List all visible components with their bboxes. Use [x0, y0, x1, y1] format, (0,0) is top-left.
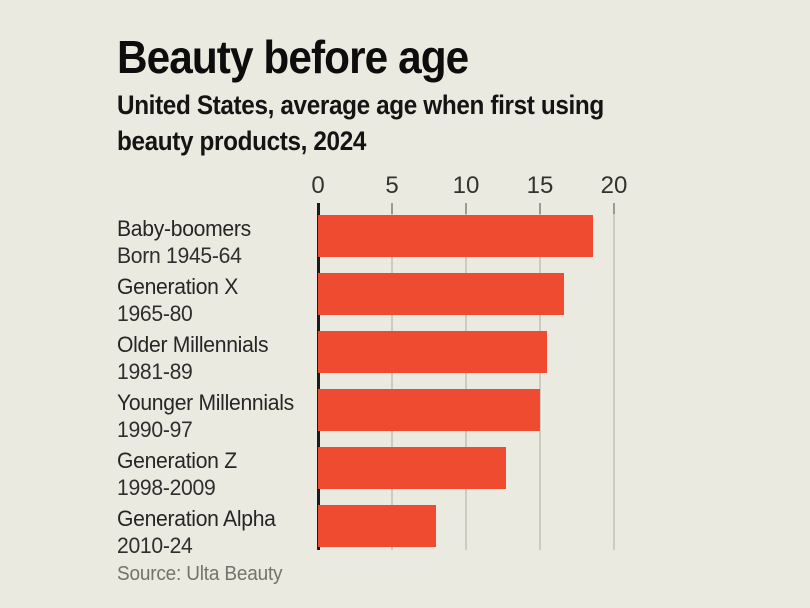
- x-axis-zero-line: [317, 203, 320, 550]
- category-label: Baby-boomers: [117, 216, 251, 241]
- x-axis-tick-label: 15: [526, 172, 554, 199]
- x-axis-tick-label: 5: [385, 172, 399, 199]
- bar-generation-alpha: [318, 505, 436, 547]
- category-sublabel: 1998-2009: [117, 475, 216, 500]
- category-label: Younger Millennials: [117, 390, 294, 415]
- x-tick-mark: [539, 203, 541, 214]
- x-gridline: [613, 203, 615, 550]
- chart-title: Beauty before age: [117, 31, 469, 83]
- chart-subtitle-line-2: beauty products, 2024: [117, 126, 367, 156]
- category-label: Generation X: [117, 274, 239, 299]
- category-sublabel: Born 1945-64: [117, 243, 242, 268]
- bar-generation-x: [318, 273, 564, 315]
- category-label: Older Millennials: [117, 332, 269, 357]
- x-axis-tick-label: 20: [600, 172, 628, 199]
- x-axis-tick-label: 0: [311, 172, 325, 199]
- x-tick-mark: [391, 203, 393, 214]
- source-note: Source: Ulta Beauty: [117, 563, 283, 585]
- x-tick-mark: [465, 203, 467, 214]
- bar-younger-millennials: [318, 389, 540, 431]
- category-sublabel: 2010-24: [117, 533, 193, 558]
- x-axis-tick-label: 10: [452, 172, 480, 199]
- x-tick-mark: [613, 203, 615, 214]
- category-sublabel: 1965-80: [117, 301, 193, 326]
- x-gridline: [539, 203, 541, 550]
- category-sublabel: 1981-89: [117, 359, 193, 384]
- bar-older-millennials: [318, 331, 547, 373]
- category-label: Generation Z: [117, 448, 237, 473]
- x-gridline: [465, 203, 467, 550]
- bar-baby-boomers: [318, 215, 593, 257]
- category-label: Generation Alpha: [117, 506, 276, 531]
- chart-subtitle-line-1: United States, average age when first us…: [117, 90, 604, 120]
- bar-generation-z: [318, 447, 506, 489]
- x-gridline: [391, 203, 393, 550]
- category-sublabel: 1990-97: [117, 417, 193, 442]
